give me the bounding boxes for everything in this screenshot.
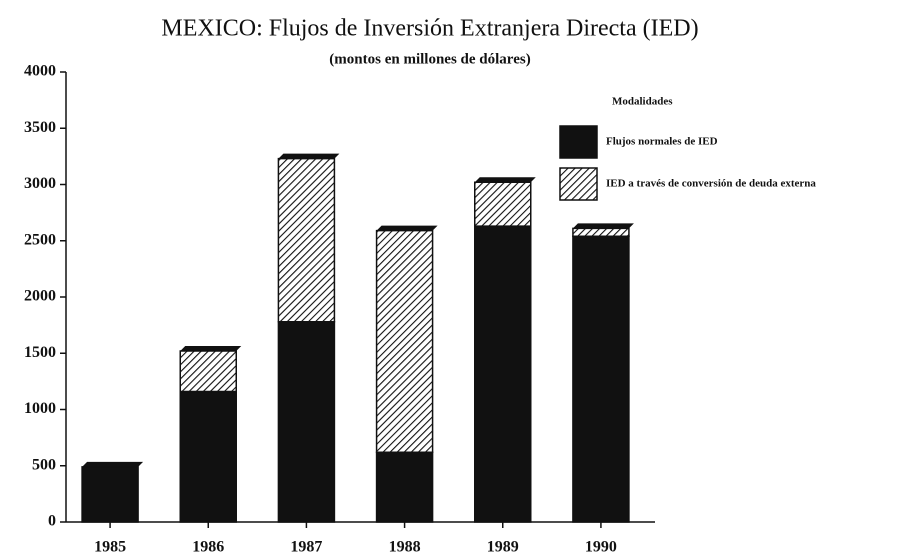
x-tick-label: 1985: [94, 539, 126, 556]
x-tick-label: 1990: [585, 539, 617, 556]
bar-top: [376, 225, 438, 231]
x-tick-label: 1986: [192, 539, 224, 556]
bar-segment: [81, 466, 139, 523]
bar-top: [82, 461, 144, 467]
legend-label: IED a través de conversión de deuda exte…: [606, 178, 816, 190]
bar-top: [278, 153, 340, 159]
legend-swatch: [559, 167, 598, 201]
legend-label: Flujos normales de IED: [606, 136, 718, 148]
bar-segment: [277, 321, 336, 523]
bar-segment: [277, 157, 336, 323]
bar-top: [572, 223, 634, 229]
bar-top: [474, 177, 536, 183]
chart-subtitle: (montos en millones de dólares): [329, 51, 530, 67]
bar-segment: [179, 350, 237, 393]
y-tick-label: 0: [48, 513, 56, 530]
bar-segment: [375, 229, 434, 453]
legend-swatch: [559, 125, 598, 159]
x-tick-label: 1988: [389, 539, 421, 556]
bar-segment: [474, 181, 532, 227]
bar-segment: [572, 235, 630, 523]
x-tick-label: 1987: [290, 539, 322, 556]
bar-top: [180, 346, 242, 351]
y-tick-label: 1000: [24, 400, 56, 417]
y-tick-label: 500: [32, 456, 56, 473]
bar-segment: [375, 451, 434, 523]
y-tick-label: 2000: [24, 288, 56, 305]
chart-title: MEXICO: Flujos de Inversión Extranjera D…: [161, 16, 698, 42]
y-tick-label: 3500: [24, 119, 56, 136]
y-tick-label: 2500: [24, 231, 56, 248]
bar-segment: [572, 227, 630, 237]
y-tick-label: 1500: [24, 344, 56, 361]
legend-title: Modalidades: [612, 96, 673, 108]
bar-segment: [474, 225, 532, 523]
y-tick-label: 4000: [24, 63, 56, 80]
x-tick-label: 1989: [487, 539, 519, 556]
y-tick-label: 3000: [24, 175, 56, 192]
bar-segment: [179, 390, 237, 523]
